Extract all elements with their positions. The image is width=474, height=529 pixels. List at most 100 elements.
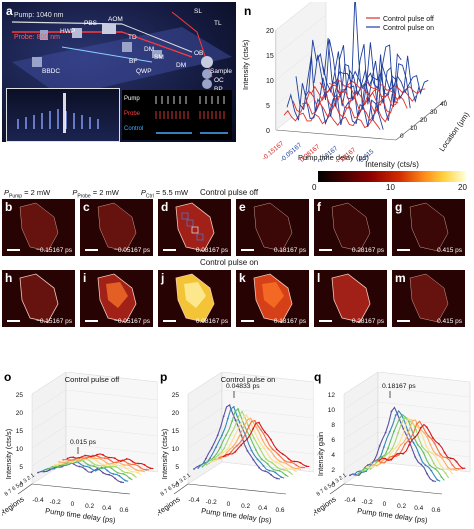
region-point (246, 438, 248, 440)
z-tick: 5 (19, 464, 23, 471)
grid-line (65, 389, 158, 401)
region-point (59, 463, 62, 466)
chart-p-svg: 0 5 10 15 20 25 Intensity (cts/s) -0.4 -0.2 0 0.2 0… (158, 372, 314, 525)
region-point (118, 474, 121, 477)
scale-bar (163, 320, 176, 322)
region-point (210, 447, 213, 449)
grid-line (343, 386, 379, 410)
region-point (58, 461, 60, 463)
x-tick: -0.2 (50, 499, 62, 506)
region-point (451, 464, 454, 466)
region-point (406, 429, 409, 432)
component-sample: Sample (210, 68, 233, 75)
param-ctrl: PCtrl = 5.5 mW (140, 188, 189, 200)
region-point (222, 415, 225, 417)
region-point (234, 450, 237, 453)
component-tl: TL (214, 20, 222, 27)
region-point (103, 457, 106, 459)
component-sm: SM (154, 54, 164, 61)
grid-line (377, 401, 471, 413)
n-trace-on (322, 51, 420, 103)
panel-label-m: m (395, 271, 406, 285)
n-legend: Control pulse off Control pulse on (366, 16, 434, 32)
region-box (191, 226, 199, 234)
flake-graphic (97, 273, 137, 323)
colorbar-min: 0 (312, 183, 317, 192)
delay-label: −0.15167 ps (36, 247, 72, 254)
region-point (219, 446, 222, 449)
micrograph-l: l 0.28167 ps (314, 270, 387, 327)
scale-bar (85, 249, 98, 251)
flake-graphic (331, 202, 371, 252)
flake-shape (409, 273, 449, 323)
scale-bar (319, 320, 332, 322)
grid-line (65, 372, 158, 383)
region-point (427, 435, 430, 437)
z-tick: 0 (175, 482, 179, 489)
flake-shape (331, 273, 371, 323)
n-grid-line (275, 0, 314, 31)
region-point (209, 457, 211, 459)
region-point (64, 461, 66, 464)
panel-label-f: f (317, 200, 321, 214)
region-point (252, 427, 254, 430)
region-point (86, 457, 88, 459)
region-point (226, 451, 228, 454)
component-oc: OC (214, 77, 224, 84)
region-point (281, 464, 283, 467)
grid-line (221, 389, 314, 401)
n-y-tick: 0 (400, 133, 404, 140)
grid-line (65, 443, 158, 455)
region-point (218, 456, 221, 459)
grid-line (343, 372, 379, 395)
flake-graphic (175, 273, 215, 323)
n-z-tick: 20 (266, 28, 274, 35)
region-point (412, 441, 415, 444)
region-point (230, 451, 232, 453)
z-tick: 10 (172, 446, 180, 453)
panel-n-3d-line-plot: n 0 5 10 15 20 Intensity (cts/s) -0.15167 -0.05… (238, 0, 472, 167)
region-point (291, 466, 293, 469)
region-point (246, 449, 249, 452)
region-point (108, 456, 110, 459)
region-point (267, 447, 270, 450)
region-point (396, 453, 399, 455)
scale-bar (397, 320, 410, 322)
region-point (78, 465, 81, 468)
region-point (143, 463, 146, 466)
region-point (259, 447, 261, 450)
region-point (256, 458, 259, 461)
scale-bar (7, 249, 20, 251)
z-tick: 10 (328, 407, 336, 414)
region-point (439, 453, 442, 456)
region-point (234, 419, 237, 422)
region-point (145, 468, 148, 471)
grid-line (221, 372, 314, 383)
n-trace-off (319, 82, 417, 102)
component-aom: AOM (108, 16, 123, 23)
region-point (398, 454, 400, 456)
region-point (255, 426, 258, 429)
region-point (74, 458, 76, 460)
region-point (241, 410, 244, 413)
region-point (97, 464, 99, 467)
n-y-tick: 10 (410, 125, 418, 132)
region-point (421, 445, 423, 447)
grid-line (377, 446, 471, 458)
region-point (378, 459, 381, 462)
z-tick: 8 (331, 422, 335, 429)
region-point (391, 447, 394, 450)
region-point (287, 457, 290, 460)
row-title-control-on: Control pulse on (200, 258, 259, 267)
region-point (119, 460, 122, 463)
region-point (443, 451, 446, 454)
n-y-axis (395, 99, 447, 141)
x-tick: 0.4 (102, 505, 111, 512)
z-tick: 12 (328, 392, 336, 399)
region-point (282, 468, 285, 471)
flake-graphic (409, 202, 449, 252)
region-point (125, 458, 128, 460)
region-point (68, 459, 70, 461)
n-trace-on (304, 0, 402, 113)
